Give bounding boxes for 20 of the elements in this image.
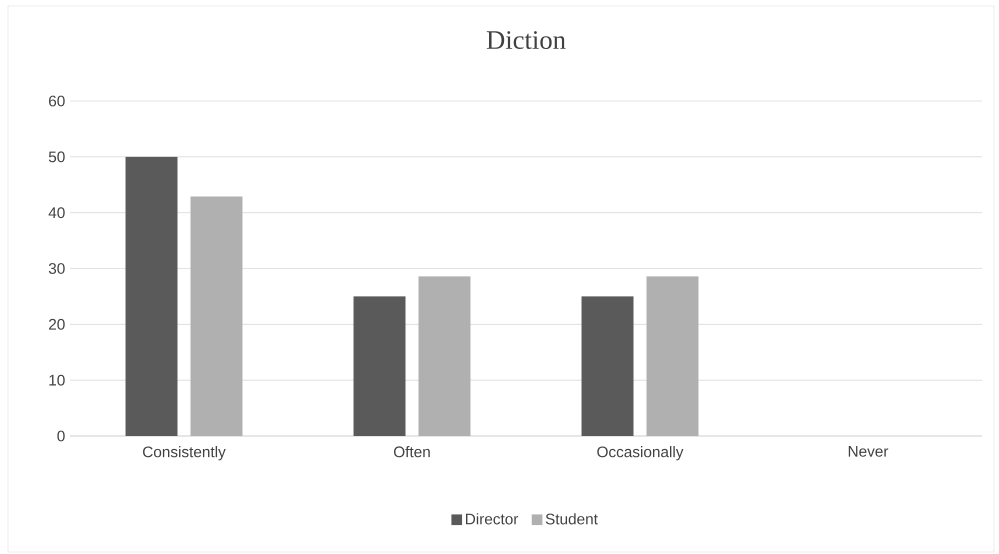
bar (354, 296, 406, 436)
bar (646, 276, 698, 436)
y-tick-label: 30 (48, 263, 65, 274)
y-tick-label: 0 (57, 430, 65, 442)
y-tick-label: 40 (48, 207, 65, 218)
x-tick-label: Occasionally (597, 446, 684, 460)
y-tick-label: 50 (48, 151, 65, 162)
bar (190, 196, 242, 436)
legend-label: Student (546, 513, 598, 524)
y-tick-label: 10 (49, 374, 65, 386)
y-tick-label: 60 (49, 96, 65, 106)
chart-title: Diction (486, 31, 566, 50)
x-tick-label: Often (394, 446, 430, 458)
y-tick-label: 20 (49, 318, 65, 330)
legend-label: Director (466, 513, 518, 524)
bar (418, 276, 470, 436)
x-tick-label: Consistently (143, 446, 226, 460)
x-tick-label: Never (848, 446, 888, 457)
bar (126, 156, 178, 436)
bar (582, 296, 634, 436)
